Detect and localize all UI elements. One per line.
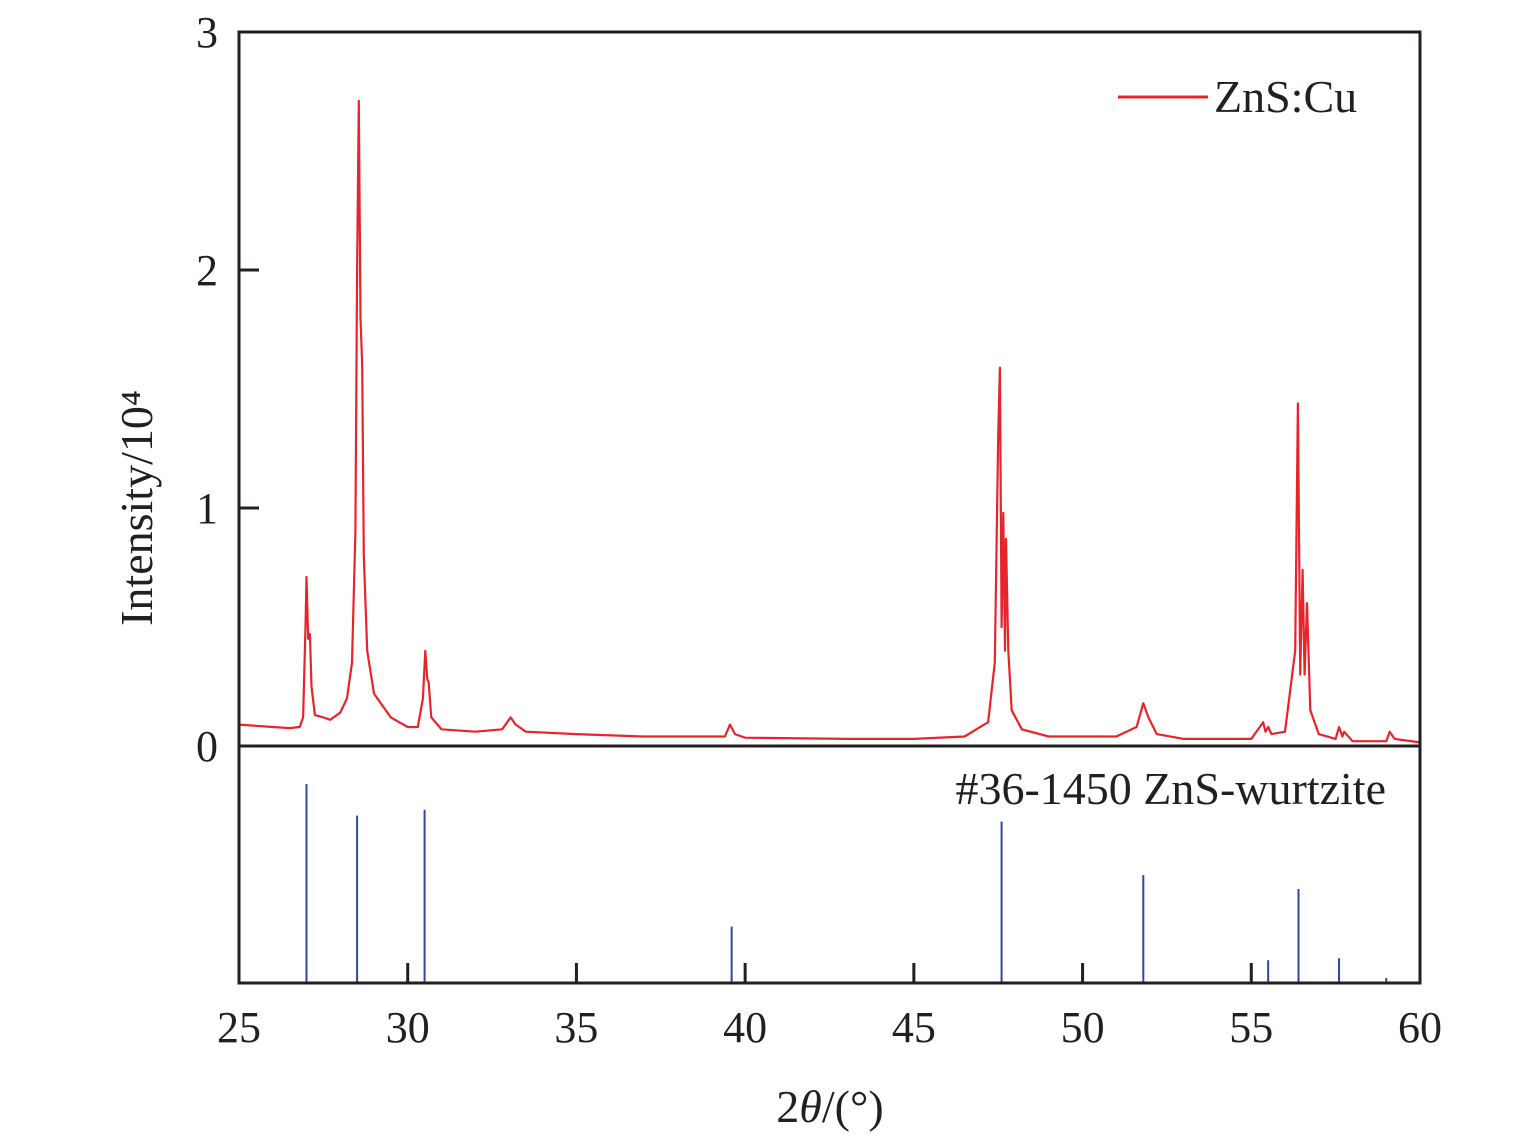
x-tick-label: 25 xyxy=(217,1003,261,1052)
reference-label: #36-1450 ZnS-wurtzite xyxy=(955,763,1386,814)
series-line-zns-cu xyxy=(238,99,1421,744)
y-tick-label: 0 xyxy=(196,722,218,771)
x-axis-title-symbol: θ xyxy=(799,1081,822,1132)
x-tick-label: 30 xyxy=(386,1003,430,1052)
x-axis-title: 2θ/(°) xyxy=(776,1081,883,1132)
x-tick-label: 45 xyxy=(892,1003,936,1052)
x-tick-label: 50 xyxy=(1061,1003,1105,1052)
reference-sticks xyxy=(305,784,1388,982)
x-tick-label: 60 xyxy=(1398,1003,1442,1052)
x-axis-title-suffix: /(°) xyxy=(822,1081,884,1132)
y-tick-label: 2 xyxy=(196,246,218,295)
x-axis-title-prefix: 2 xyxy=(776,1081,799,1132)
plot-frame xyxy=(237,30,1422,985)
y-tick-label: 1 xyxy=(196,484,218,533)
legend-label-zns-cu: ZnS:Cu xyxy=(1214,71,1357,122)
x-tick-label: 55 xyxy=(1229,1003,1273,1052)
y-tick-label: 3 xyxy=(196,8,218,57)
x-tick-label: 40 xyxy=(723,1003,767,1052)
axis-ticks: 25 30 35 40 45 50 55 60 0 1 2 3 xyxy=(196,8,1442,1052)
y-axis-title: Intensity/10⁴ xyxy=(111,390,162,626)
legend: ZnS:Cu xyxy=(1118,71,1357,122)
x-tick-label: 35 xyxy=(554,1003,598,1052)
